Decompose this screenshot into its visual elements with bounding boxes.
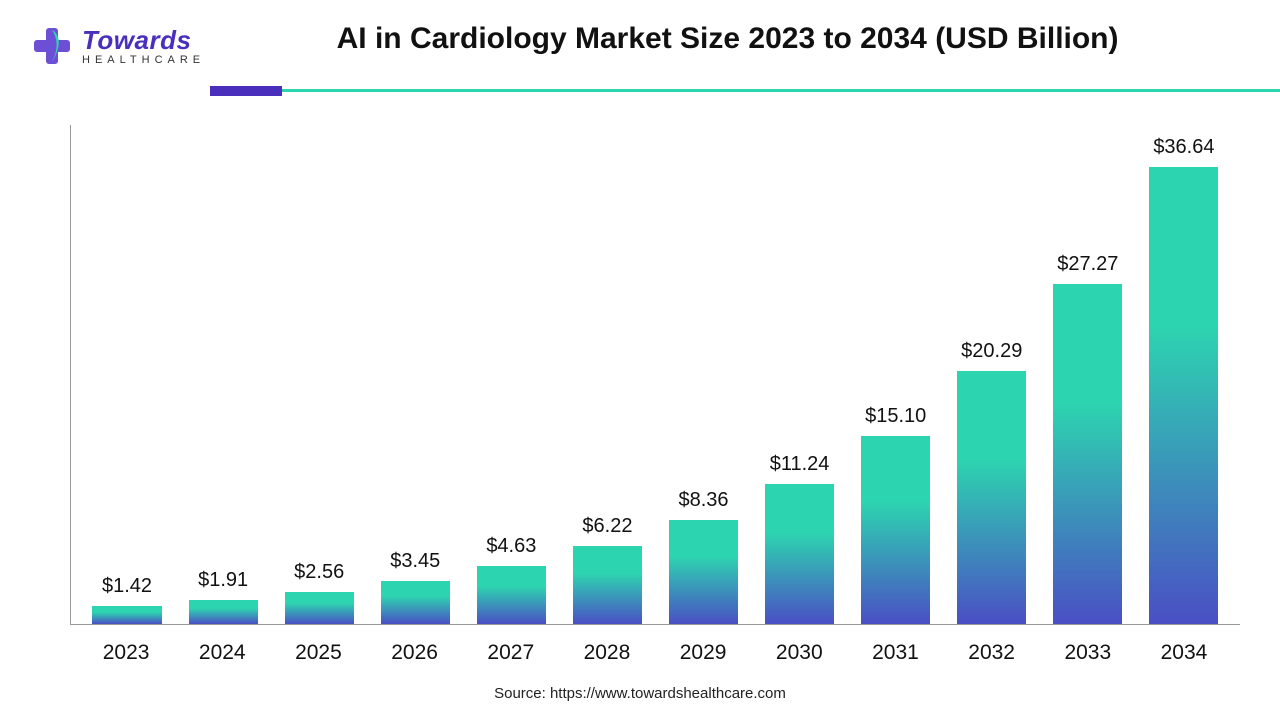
bar bbox=[669, 520, 738, 624]
logo-plus-icon bbox=[30, 24, 74, 68]
bar-value-label: $27.27 bbox=[1057, 253, 1118, 276]
bar bbox=[189, 600, 258, 624]
bar-col: $8.36 bbox=[655, 125, 751, 624]
bar bbox=[1053, 284, 1122, 624]
bar bbox=[92, 606, 161, 624]
chart-title: AI in Cardiology Market Size 2023 to 203… bbox=[205, 22, 1250, 56]
logo-sub-text: HEALTHCARE bbox=[82, 55, 205, 66]
bar-value-label: $3.45 bbox=[390, 550, 440, 573]
bars-container: $1.42 $1.91 $2.56 $3.45 $4.63 $6.22 $8.36 $11.2… bbox=[71, 125, 1240, 624]
x-axis-label: 2028 bbox=[559, 641, 655, 665]
bar-col: $36.64 bbox=[1136, 125, 1232, 624]
x-axis-label: 2034 bbox=[1136, 641, 1232, 665]
title-divider bbox=[210, 88, 1280, 94]
source-text: Source: https://www.towardshealthcare.co… bbox=[0, 685, 1280, 702]
logo-main-text: Towards bbox=[82, 27, 205, 53]
bar-value-label: $1.91 bbox=[198, 569, 248, 592]
bar-col: $20.29 bbox=[944, 125, 1040, 624]
x-axis-label: 2023 bbox=[78, 641, 174, 665]
bar bbox=[861, 436, 930, 624]
x-axis-label: 2027 bbox=[463, 641, 559, 665]
bar-col: $1.91 bbox=[175, 125, 271, 624]
bar bbox=[477, 566, 546, 624]
logo-text: Towards HEALTHCARE bbox=[82, 27, 205, 66]
bar bbox=[765, 484, 834, 624]
brand-logo: Towards HEALTHCARE bbox=[30, 24, 205, 68]
bar-value-label: $15.10 bbox=[865, 405, 926, 428]
bar-col: $1.42 bbox=[79, 125, 175, 624]
divider-line bbox=[282, 89, 1280, 92]
bar-col: $11.24 bbox=[752, 125, 848, 624]
bar-value-label: $20.29 bbox=[961, 340, 1022, 363]
bar bbox=[957, 371, 1026, 624]
x-axis-label: 2030 bbox=[751, 641, 847, 665]
bar bbox=[285, 592, 354, 624]
bar-col: $6.22 bbox=[559, 125, 655, 624]
chart-plot-area: $1.42 $1.91 $2.56 $3.45 $4.63 $6.22 $8.36 $11.2… bbox=[70, 125, 1240, 625]
bar-col: $15.10 bbox=[848, 125, 944, 624]
x-axis-label: 2031 bbox=[847, 641, 943, 665]
bar-value-label: $36.64 bbox=[1153, 136, 1214, 159]
bar-value-label: $6.22 bbox=[582, 515, 632, 538]
title-wrap: AI in Cardiology Market Size 2023 to 203… bbox=[205, 18, 1250, 56]
bar-col: $2.56 bbox=[271, 125, 367, 624]
x-axis-labels: 2023202420252026202720282029203020312032… bbox=[70, 641, 1240, 665]
bar bbox=[381, 581, 450, 624]
bar-col: $3.45 bbox=[367, 125, 463, 624]
x-axis-label: 2032 bbox=[944, 641, 1040, 665]
x-axis-label: 2024 bbox=[174, 641, 270, 665]
divider-accent bbox=[210, 86, 282, 96]
x-axis-label: 2025 bbox=[270, 641, 366, 665]
bar-col: $4.63 bbox=[463, 125, 559, 624]
x-axis-label: 2033 bbox=[1040, 641, 1136, 665]
x-axis-label: 2026 bbox=[367, 641, 463, 665]
bar-value-label: $11.24 bbox=[770, 453, 830, 476]
x-axis-label: 2029 bbox=[655, 641, 751, 665]
bar-value-label: $4.63 bbox=[486, 535, 536, 558]
bar bbox=[573, 546, 642, 624]
header: Towards HEALTHCARE AI in Cardiology Mark… bbox=[0, 0, 1280, 68]
bar-col: $27.27 bbox=[1040, 125, 1136, 624]
bar-value-label: $2.56 bbox=[294, 561, 344, 584]
bar-value-label: $1.42 bbox=[102, 575, 152, 598]
bar-value-label: $8.36 bbox=[678, 489, 728, 512]
bar bbox=[1149, 167, 1218, 624]
